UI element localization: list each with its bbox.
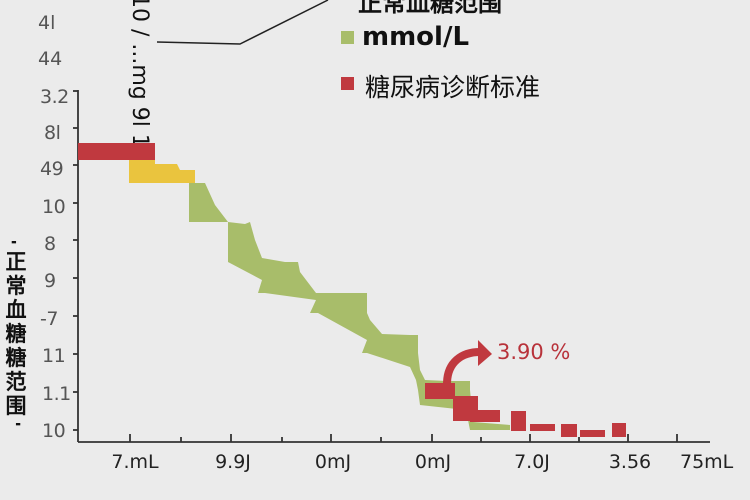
bar-red-tail: [530, 424, 555, 431]
x-tick-label: 0mJ: [314, 451, 352, 473]
legend-label-cutoff: 正常血糖范围: [358, 0, 502, 17]
callout-arrowhead-icon: [478, 340, 492, 366]
y-tick-label: 1.1: [42, 383, 71, 405]
y-axis-title: ╸ 正常血糖糖范围 ╺: [5, 235, 27, 433]
y-tick-label: 10: [42, 196, 66, 218]
y-tick-label: 11: [42, 345, 66, 367]
y-tick-label: 10: [42, 420, 66, 442]
x-tick-label: 0mJ: [414, 451, 452, 473]
y-tick-label: -7: [40, 308, 58, 330]
legend-label-diagnosis: 糖尿病诊断标准: [365, 73, 541, 102]
y-tick-label: 49: [40, 158, 64, 180]
y-tick-label: 9: [44, 270, 56, 292]
y-tick-label: 8: [44, 233, 56, 255]
top-label-2: 44: [38, 48, 63, 70]
x-tick-label: 75mL: [680, 451, 734, 473]
y-ticks: [73, 90, 78, 431]
x-tick-label: 9.9J: [215, 451, 251, 473]
top-label-1: 4l: [38, 12, 56, 34]
bar-red-tail: [425, 383, 455, 399]
bar-red-tail: [511, 411, 526, 431]
bar-red-start: [78, 143, 155, 160]
legend-label-mmol: mmol/L: [362, 22, 470, 52]
callout-value: 3.90 %: [497, 340, 571, 364]
callout-arrow-icon: [443, 348, 481, 385]
bar-red-tail: [580, 430, 605, 437]
x-tick-label: 7.mL: [111, 451, 159, 473]
bar-red-tail: [470, 410, 500, 422]
bar-red-tail: [561, 424, 577, 437]
legend-swatch-red: [341, 77, 354, 90]
y-tick-label: 8l: [44, 122, 61, 144]
bar-red-tail: [612, 423, 626, 437]
x-tick-label: 7.0J: [514, 451, 550, 473]
y-tick-label: 3.2: [40, 86, 69, 108]
x-ticks: [129, 434, 678, 442]
legend-swatch-green: [341, 31, 354, 44]
x-tick-label: 3.56: [608, 451, 652, 473]
bar-yellow: [129, 160, 195, 208]
bar-green-staircase: [189, 183, 510, 430]
